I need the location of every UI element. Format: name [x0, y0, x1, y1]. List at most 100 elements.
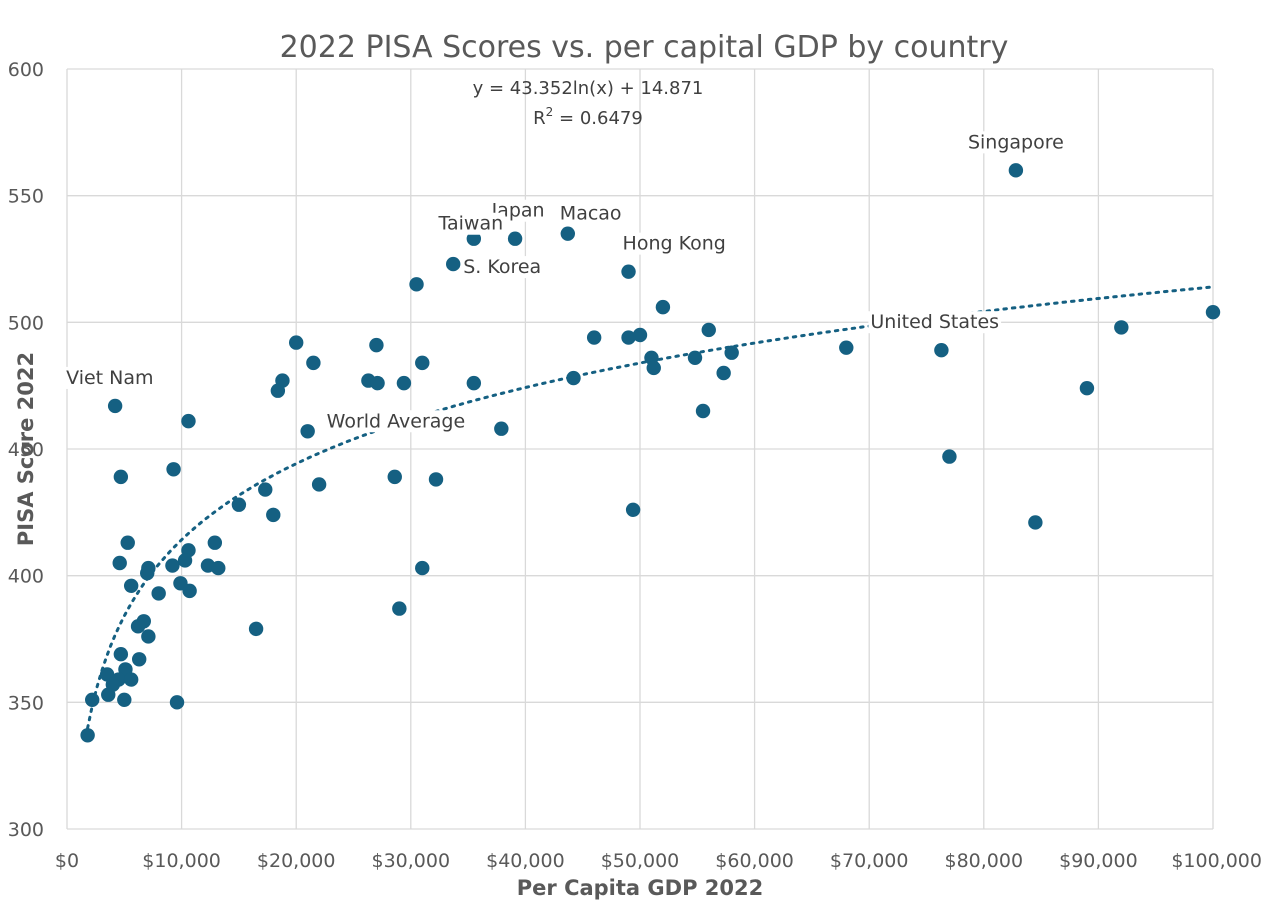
data-point — [289, 335, 304, 350]
data-point — [120, 535, 135, 550]
data-point — [392, 601, 407, 616]
x-tick-label: $100,000 — [1171, 850, 1262, 872]
x-tick-label: $50,000 — [601, 850, 680, 872]
point-label-text: Taiwan — [438, 213, 504, 235]
data-point — [181, 413, 196, 429]
point-label: S. Korea — [461, 256, 544, 279]
y-tick-label: 500 — [8, 312, 44, 334]
data-point — [1114, 320, 1129, 335]
x-tick-label: $80,000 — [945, 850, 1024, 872]
point-label-text: Macao — [560, 203, 622, 225]
data-point — [258, 482, 273, 497]
data-point — [724, 345, 739, 360]
data-point — [123, 672, 139, 687]
point-label: Macao — [557, 202, 624, 225]
x-tick-label: $60,000 — [715, 850, 794, 872]
data-point — [130, 619, 146, 634]
data-point — [839, 340, 854, 355]
x-tick-label: $0 — [55, 850, 79, 872]
x-tick-label: $40,000 — [486, 850, 565, 872]
data-point — [687, 350, 703, 365]
data-point — [370, 375, 385, 391]
data-point — [695, 403, 711, 419]
point-label-text: Singapore — [968, 131, 1064, 153]
y-tick-label: 300 — [8, 819, 44, 841]
data-points — [80, 163, 1221, 743]
point-label-text: Hong Kong — [623, 233, 726, 255]
trendline — [86, 285, 1213, 730]
data-point — [415, 560, 430, 576]
data-point — [701, 322, 716, 338]
data-point — [466, 375, 482, 391]
data-point — [270, 383, 286, 398]
x-tick-label: $90,000 — [1059, 850, 1138, 872]
data-point — [266, 507, 281, 523]
data-point — [123, 578, 139, 593]
data-point — [151, 586, 166, 601]
data-point — [131, 652, 147, 667]
data-point — [113, 647, 129, 662]
y-tick-label: 350 — [8, 692, 44, 714]
data-point — [1205, 305, 1221, 320]
x-tick-label: $70,000 — [830, 850, 909, 872]
data-point — [566, 370, 581, 386]
data-point — [165, 558, 180, 573]
data-point — [646, 360, 661, 376]
point-label-background — [324, 410, 468, 433]
data-point — [141, 629, 156, 644]
point-label: Hong Kong — [620, 232, 728, 255]
data-point — [942, 449, 957, 464]
data-point — [396, 375, 412, 391]
data-point — [1079, 381, 1095, 396]
data-point — [586, 330, 602, 345]
data-point — [141, 560, 156, 576]
data-point — [311, 477, 327, 492]
y-axis-ticks: 300 350 400 450 500 550 600 — [8, 59, 44, 841]
x-tick-label: $30,000 — [372, 850, 451, 872]
data-point — [182, 583, 197, 599]
y-tick-label: 600 — [8, 59, 44, 81]
x-axis-ticks: $0 $10,000 $20,000 $30,000 $40,000 $50,000 $60… — [55, 850, 1262, 872]
y-axis-title: PISA Score 2022 — [14, 352, 38, 546]
data-point — [428, 472, 444, 487]
data-point — [621, 264, 636, 279]
data-point — [117, 692, 132, 707]
data-point — [446, 256, 461, 272]
data-point — [300, 424, 315, 439]
point-label-background — [435, 212, 506, 235]
data-point — [507, 231, 523, 246]
data-point — [113, 469, 129, 485]
x-tick-label: $10,000 — [142, 850, 221, 872]
point-label-text: S. Korea — [463, 256, 541, 278]
y-tick-label: 550 — [8, 186, 44, 208]
point-label-background — [620, 232, 728, 255]
data-point — [166, 462, 181, 477]
x-axis-title: Per Capita GDP 2022 — [517, 876, 763, 900]
point-label: United States — [868, 311, 1002, 334]
data-point — [625, 502, 641, 517]
data-point — [101, 687, 116, 702]
point-label-text: Viet Nam — [66, 367, 153, 389]
point-label: Viet Nam — [64, 366, 156, 389]
y-tick-label: 400 — [8, 566, 44, 588]
data-point — [177, 553, 193, 568]
point-label-text: World Average — [327, 410, 466, 432]
data-point — [369, 337, 384, 353]
data-point — [169, 695, 185, 710]
data-point — [560, 226, 576, 241]
data-point — [248, 621, 264, 637]
data-point — [466, 231, 482, 246]
point-label: Taiwan — [435, 212, 506, 235]
data-point — [387, 469, 402, 485]
point-label-background — [965, 131, 1066, 154]
trendline-equation: y = 43.352ln(x) + 14.871 — [473, 78, 704, 99]
data-point — [494, 421, 509, 436]
point-label-background — [868, 311, 1002, 334]
point-label-background — [64, 366, 156, 389]
data-point — [306, 355, 321, 371]
data-point — [207, 535, 223, 550]
gridlines — [66, 68, 1214, 830]
